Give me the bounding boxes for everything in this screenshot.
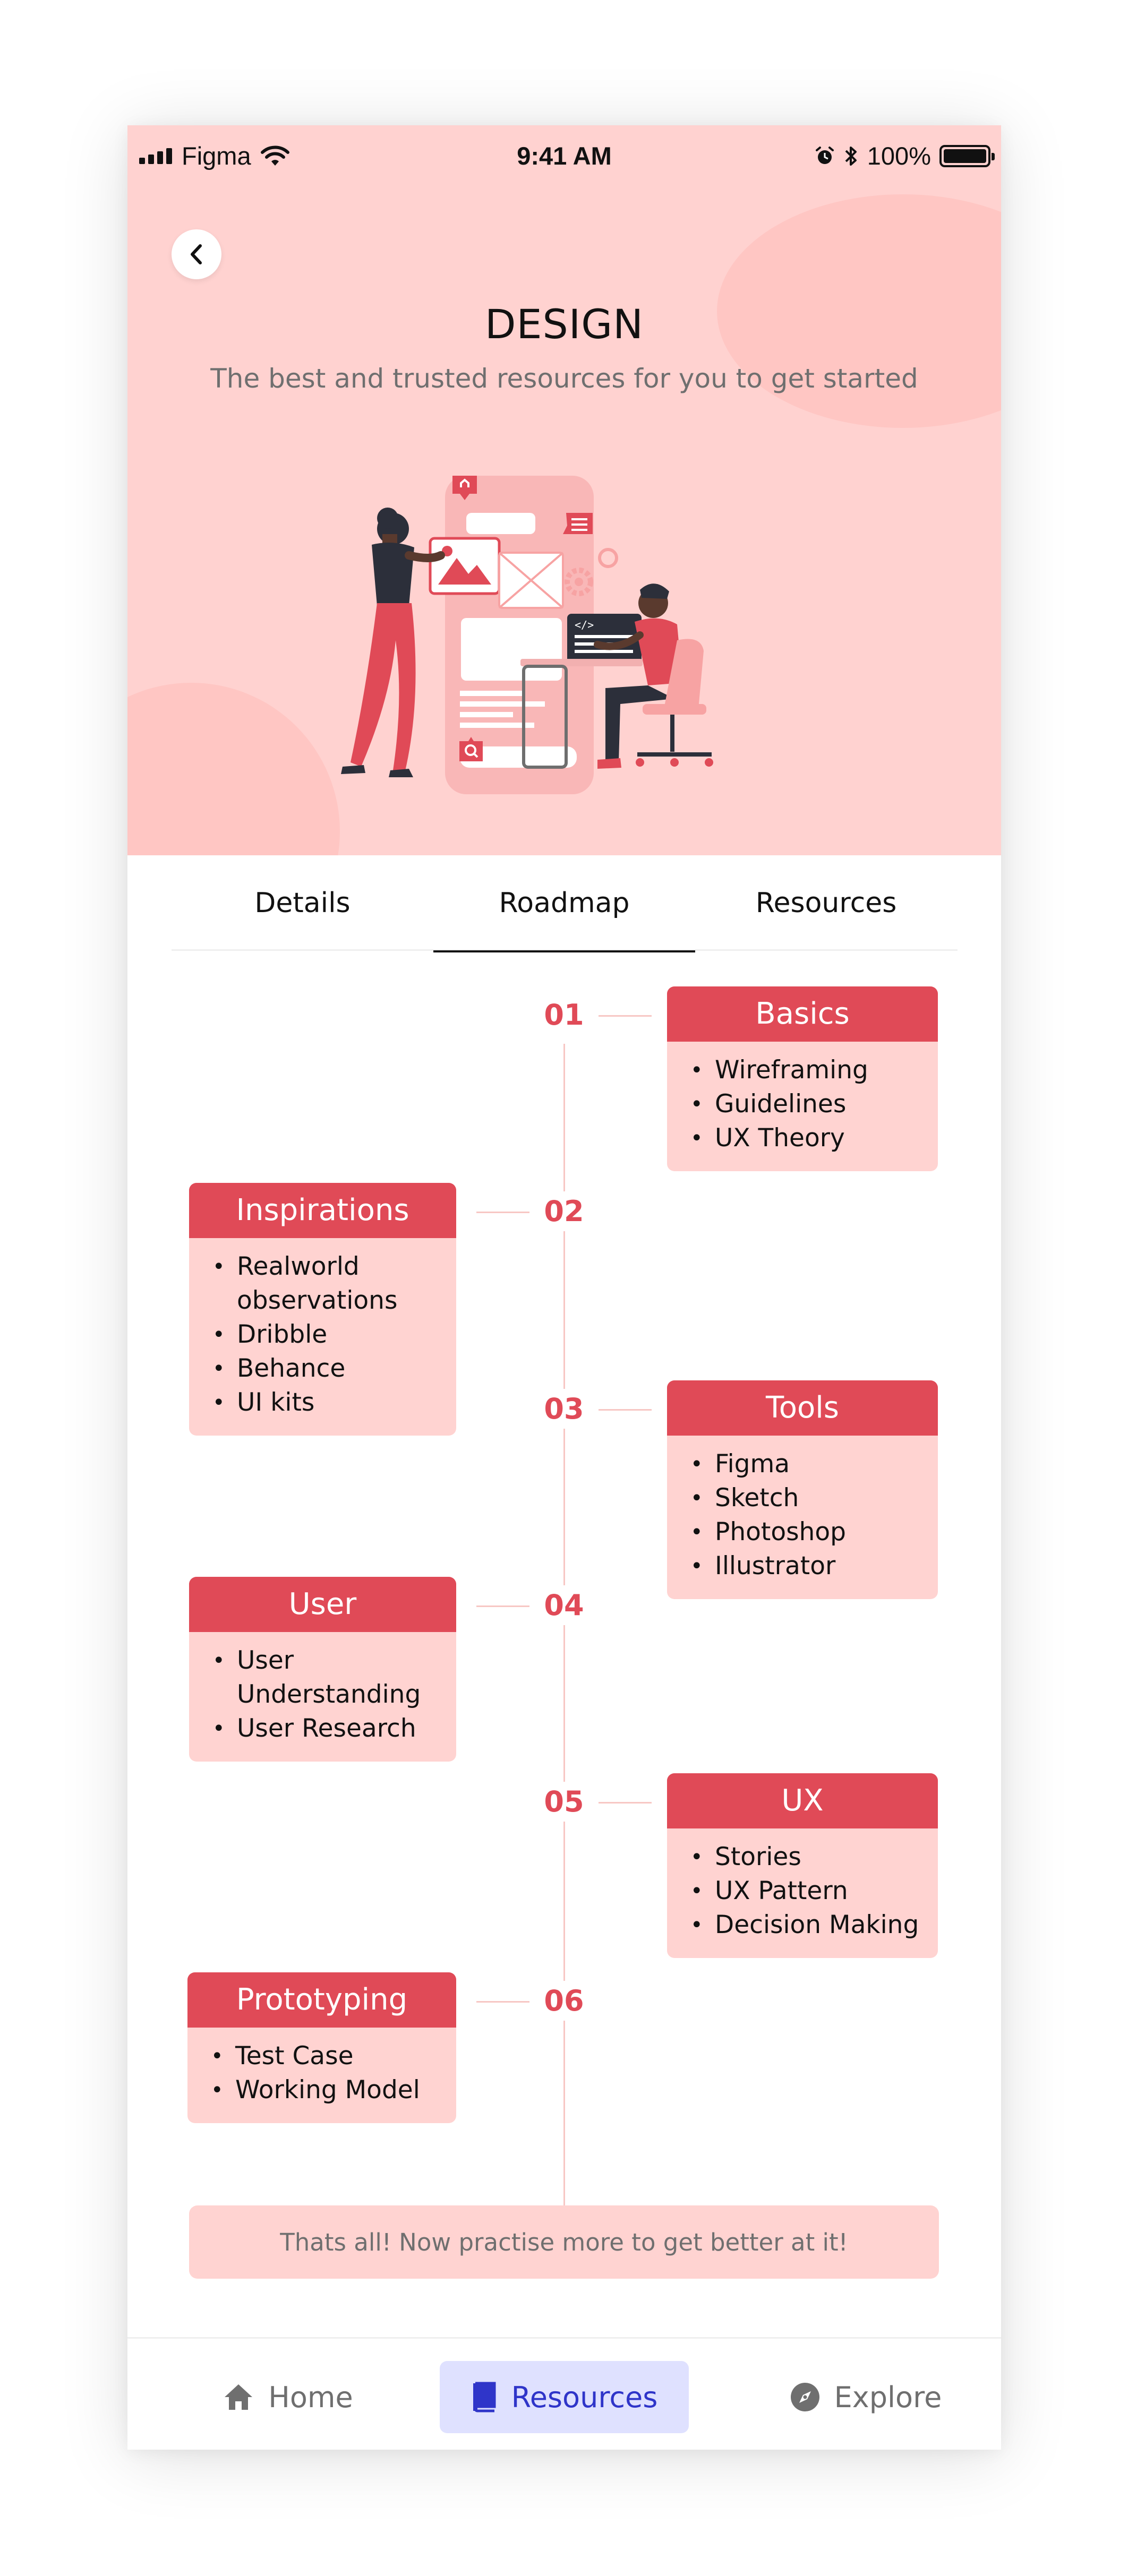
nav-home[interactable]: Home [208,2361,368,2433]
step-connector [599,1409,652,1411]
battery-percent: 100% [867,142,931,170]
tab-details[interactable]: Details [254,887,351,919]
bluetooth-icon [845,146,857,166]
tab-roadmap[interactable]: Roadmap [433,887,695,952]
list-item: Guidelines [690,1087,922,1121]
battery-icon [939,144,995,167]
list-item: Working Model [211,2073,440,2107]
roadmap-card-basics[interactable]: Basics Wireframing Guidelines UX Theory [667,986,938,1171]
list-item: Stories [690,1840,922,1874]
status-right: 100% [814,141,995,170]
decor-circle-top-right [717,194,1001,428]
card-title: Inspirations [189,1183,456,1238]
header: Figma 9:41 AM 100% [127,125,1001,855]
list-item: UI kits [212,1386,440,1420]
nav-explore[interactable]: Explore [775,2361,956,2433]
step-number: 02 [529,1191,599,1231]
status-time: 9:41 AM [517,142,612,170]
step-connector [476,2001,529,2003]
completion-note: Thats all! Now practise more to get bett… [189,2205,939,2279]
wifi-icon [260,145,289,166]
list-item: UX Pattern [690,1874,922,1908]
step-connector [476,1605,529,1607]
status-bar: Figma 9:41 AM 100% [127,125,1001,194]
nav-label: Explore [834,2380,942,2414]
step-connector [599,1802,652,1804]
list-item: Decision Making [690,1908,922,1942]
step-connector [599,1015,652,1017]
compass-icon [790,2383,819,2411]
card-title: Prototyping [187,1972,456,2028]
list-item: Photoshop [690,1515,922,1549]
list-item: Wireframing [690,1053,922,1087]
nav-resources[interactable]: Resources [440,2361,689,2433]
step-number: 03 [529,1389,599,1429]
bottom-nav: Home Resources Explore [127,2337,1001,2450]
page-title: DESIGN [485,300,644,348]
svg-text:</>: </> [575,619,594,631]
nav-label: Resources [511,2380,658,2414]
list-item: User Understanding [212,1644,440,1712]
page-subtitle: The best and trusted resources for you t… [210,363,918,394]
phone-screen: Figma 9:41 AM 100% [127,125,1001,2450]
list-item: Figma [690,1447,922,1481]
tab-bar: Details Roadmap Resources [172,855,958,952]
nav-label: Home [268,2380,353,2414]
chevron-left-icon [191,244,202,264]
list-item: User Research [212,1712,440,1746]
home-icon [225,2384,253,2410]
roadmap-card-inspirations[interactable]: Inspirations Realworld observations Drib… [189,1183,456,1436]
list-item: Test Case [211,2039,440,2073]
roadmap-card-user[interactable]: User User Understanding User Research [189,1577,456,1762]
roadmap-card-tools[interactable]: Tools Figma Sketch Photoshop Illustrator [667,1380,938,1599]
step-number: 04 [529,1585,599,1625]
step-number: 05 [529,1782,599,1822]
timeline-line [563,1044,565,2212]
list-item: UX Theory [690,1121,922,1155]
book-icon [473,2382,496,2412]
step-number: 06 [529,1981,599,2021]
back-button[interactable] [172,229,221,279]
status-left: Figma [139,141,289,170]
roadmap-card-ux[interactable]: UX Stories UX Pattern Decision Making [667,1773,938,1958]
decor-circle-bottom-left [127,683,340,855]
list-item: Realworld observations [212,1250,440,1318]
step-connector [476,1212,529,1213]
list-item: Sketch [690,1481,922,1515]
list-item: Dribble [212,1318,440,1352]
design-team-illustration: </> [341,476,713,794]
card-title: UX [667,1773,938,1828]
card-title: Basics [667,986,938,1042]
card-title: Tools [667,1380,938,1436]
list-item: Illustrator [690,1549,922,1583]
tab-resources[interactable]: Resources [755,887,897,919]
card-title: User [189,1577,456,1632]
step-number: 01 [529,995,599,1035]
roadmap-card-prototyping[interactable]: Prototyping Test Case Working Model [187,1972,456,2123]
alarm-icon [815,146,834,164]
signal-icon [139,148,172,164]
list-item: Behance [212,1352,440,1386]
carrier-label: Figma [182,142,251,170]
